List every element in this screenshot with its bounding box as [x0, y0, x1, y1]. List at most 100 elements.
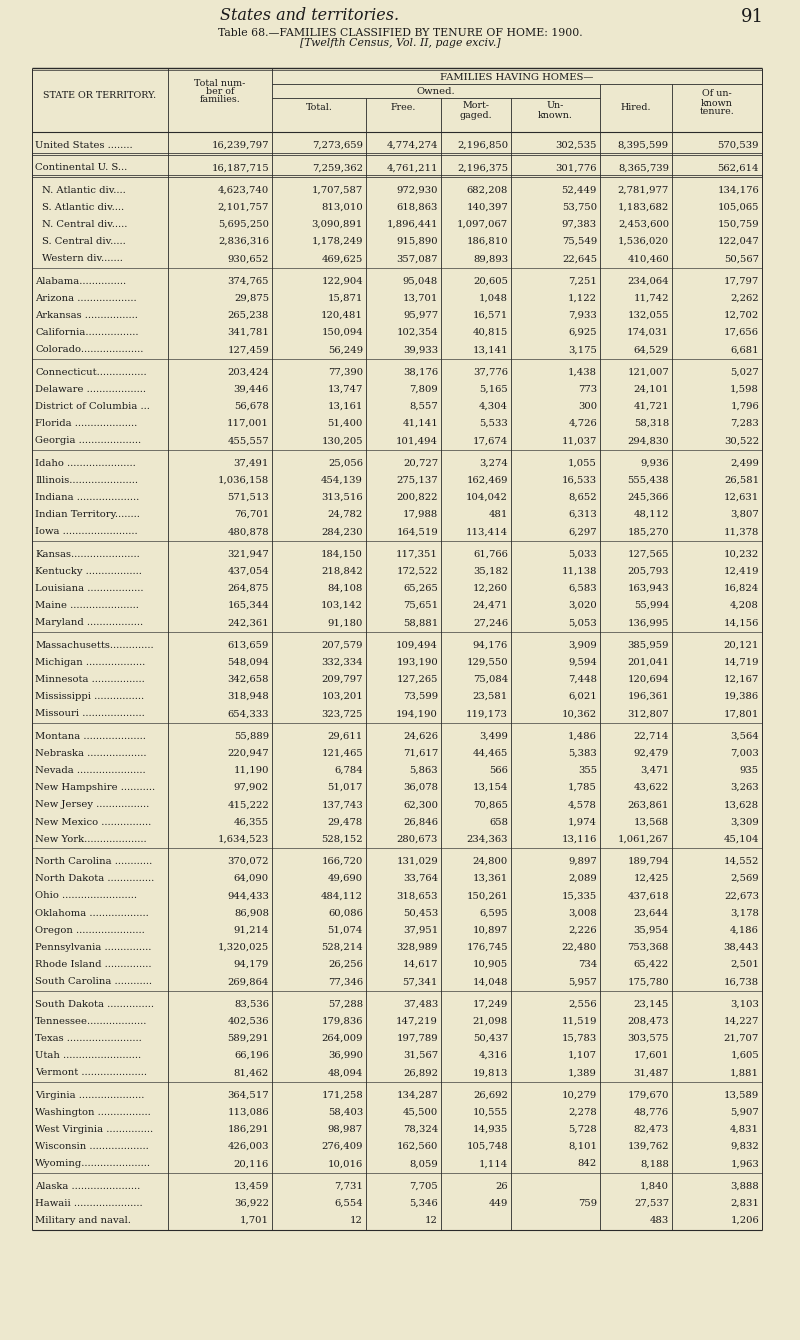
Text: 20,605: 20,605 — [473, 276, 508, 285]
Text: 13,161: 13,161 — [328, 402, 363, 411]
Text: 12,260: 12,260 — [473, 584, 508, 594]
Text: 24,101: 24,101 — [634, 385, 669, 394]
Text: 5,695,250: 5,695,250 — [218, 220, 269, 229]
Text: 10,279: 10,279 — [562, 1091, 597, 1100]
Text: 7,259,362: 7,259,362 — [312, 163, 363, 173]
Text: 46,355: 46,355 — [234, 817, 269, 827]
Text: 65,265: 65,265 — [403, 584, 438, 594]
Text: 8,652: 8,652 — [568, 493, 597, 502]
Text: 14,227: 14,227 — [724, 1017, 759, 1025]
Text: 773: 773 — [578, 385, 597, 394]
Text: 6,784: 6,784 — [334, 766, 363, 775]
Text: 55,889: 55,889 — [234, 732, 269, 741]
Text: 11,138: 11,138 — [562, 567, 597, 576]
Text: 4,578: 4,578 — [568, 800, 597, 809]
Text: 7,003: 7,003 — [730, 749, 759, 757]
Text: 930,652: 930,652 — [228, 255, 269, 264]
Text: 45,104: 45,104 — [723, 835, 759, 844]
Text: 23,581: 23,581 — [473, 693, 508, 701]
Text: 15,335: 15,335 — [562, 891, 597, 900]
Text: Vermont .....................: Vermont ..................... — [35, 1068, 147, 1077]
Text: 301,776: 301,776 — [555, 163, 597, 173]
Text: Hawaii ......................: Hawaii ...................... — [35, 1199, 142, 1207]
Text: 972,930: 972,930 — [397, 185, 438, 194]
Text: 2,089: 2,089 — [568, 874, 597, 883]
Text: 17,656: 17,656 — [724, 328, 759, 338]
Text: 3,274: 3,274 — [479, 458, 508, 468]
Text: 92,479: 92,479 — [634, 749, 669, 757]
Text: 813,010: 813,010 — [322, 202, 363, 212]
Text: Montana ....................: Montana .................... — [35, 732, 146, 741]
Text: Continental U. S...: Continental U. S... — [35, 163, 127, 173]
Text: 7,809: 7,809 — [410, 385, 438, 394]
Text: Nebraska ...................: Nebraska ................... — [35, 749, 146, 757]
Text: 41,141: 41,141 — [402, 419, 438, 429]
Text: 13,116: 13,116 — [562, 835, 597, 844]
Text: Colorado....................: Colorado.................... — [35, 346, 143, 354]
Text: 484,112: 484,112 — [321, 891, 363, 900]
Text: 3,807: 3,807 — [730, 511, 759, 519]
Text: Washington .................: Washington ................. — [35, 1108, 150, 1116]
Text: 20,727: 20,727 — [403, 458, 438, 468]
Text: 134,287: 134,287 — [396, 1091, 438, 1100]
Text: 234,363: 234,363 — [466, 835, 508, 844]
Text: 51,400: 51,400 — [328, 419, 363, 429]
Text: 303,575: 303,575 — [627, 1034, 669, 1043]
Text: Connecticut................: Connecticut................ — [35, 367, 146, 377]
Text: 5,383: 5,383 — [568, 749, 597, 757]
Text: 5,728: 5,728 — [568, 1126, 597, 1134]
Text: States and territories.: States and territories. — [221, 7, 399, 24]
Text: Georgia ....................: Georgia .................... — [35, 437, 141, 445]
Text: 589,291: 589,291 — [227, 1034, 269, 1043]
Text: 193,190: 193,190 — [396, 658, 438, 667]
Text: 753,368: 753,368 — [628, 943, 669, 951]
Text: 3,020: 3,020 — [568, 602, 597, 610]
Text: 10,232: 10,232 — [724, 549, 759, 559]
Text: 57,288: 57,288 — [328, 1000, 363, 1009]
Text: 150,261: 150,261 — [466, 891, 508, 900]
Text: 48,776: 48,776 — [634, 1108, 669, 1116]
Text: 40,815: 40,815 — [473, 328, 508, 338]
Text: Oklahoma ...................: Oklahoma ................... — [35, 909, 149, 918]
Text: 370,072: 370,072 — [227, 858, 269, 866]
Text: Nevada ......................: Nevada ...................... — [35, 766, 146, 775]
Text: 25,056: 25,056 — [328, 458, 363, 468]
Text: 196,361: 196,361 — [627, 693, 669, 701]
Text: New York....................: New York.................... — [35, 835, 146, 844]
Text: 3,499: 3,499 — [479, 732, 508, 741]
Text: 2,556: 2,556 — [568, 1000, 597, 1009]
Text: Hired.: Hired. — [621, 103, 651, 113]
Text: 2,831: 2,831 — [730, 1199, 759, 1207]
Text: 29,478: 29,478 — [328, 817, 363, 827]
Text: Kansas......................: Kansas...................... — [35, 549, 140, 559]
Text: 570,539: 570,539 — [718, 141, 759, 150]
Text: 24,782: 24,782 — [328, 511, 363, 519]
Text: 174,031: 174,031 — [627, 328, 669, 338]
Text: 480,878: 480,878 — [227, 528, 269, 536]
Text: Rhode Island ...............: Rhode Island ............... — [35, 961, 151, 969]
Text: 132,055: 132,055 — [627, 311, 669, 320]
Text: 2,101,757: 2,101,757 — [218, 202, 269, 212]
Text: 58,881: 58,881 — [402, 618, 438, 627]
Text: 528,214: 528,214 — [322, 943, 363, 951]
Text: 12,419: 12,419 — [723, 567, 759, 576]
Text: 91,214: 91,214 — [234, 926, 269, 935]
Text: 1,036,158: 1,036,158 — [218, 476, 269, 485]
Text: 294,830: 294,830 — [627, 437, 669, 445]
Text: 12,425: 12,425 — [634, 874, 669, 883]
Text: 26,256: 26,256 — [328, 961, 363, 969]
Text: 36,990: 36,990 — [328, 1051, 363, 1060]
Text: 24,626: 24,626 — [403, 732, 438, 741]
Text: 10,905: 10,905 — [473, 961, 508, 969]
Text: 14,048: 14,048 — [473, 977, 508, 986]
Text: 20,116: 20,116 — [234, 1159, 269, 1168]
Text: 57,341: 57,341 — [402, 977, 438, 986]
Text: 437,054: 437,054 — [227, 567, 269, 576]
Text: Table 68.—FAMILIES CLASSIFIED BY TENURE OF HOME: 1900.: Table 68.—FAMILIES CLASSIFIED BY TENURE … — [218, 28, 582, 38]
Text: 14,156: 14,156 — [724, 618, 759, 627]
Text: 10,897: 10,897 — [473, 926, 508, 935]
Text: 103,142: 103,142 — [321, 602, 363, 610]
Text: 13,747: 13,747 — [328, 385, 363, 394]
Text: 2,569: 2,569 — [730, 874, 759, 883]
Text: 1,707,587: 1,707,587 — [312, 185, 363, 194]
